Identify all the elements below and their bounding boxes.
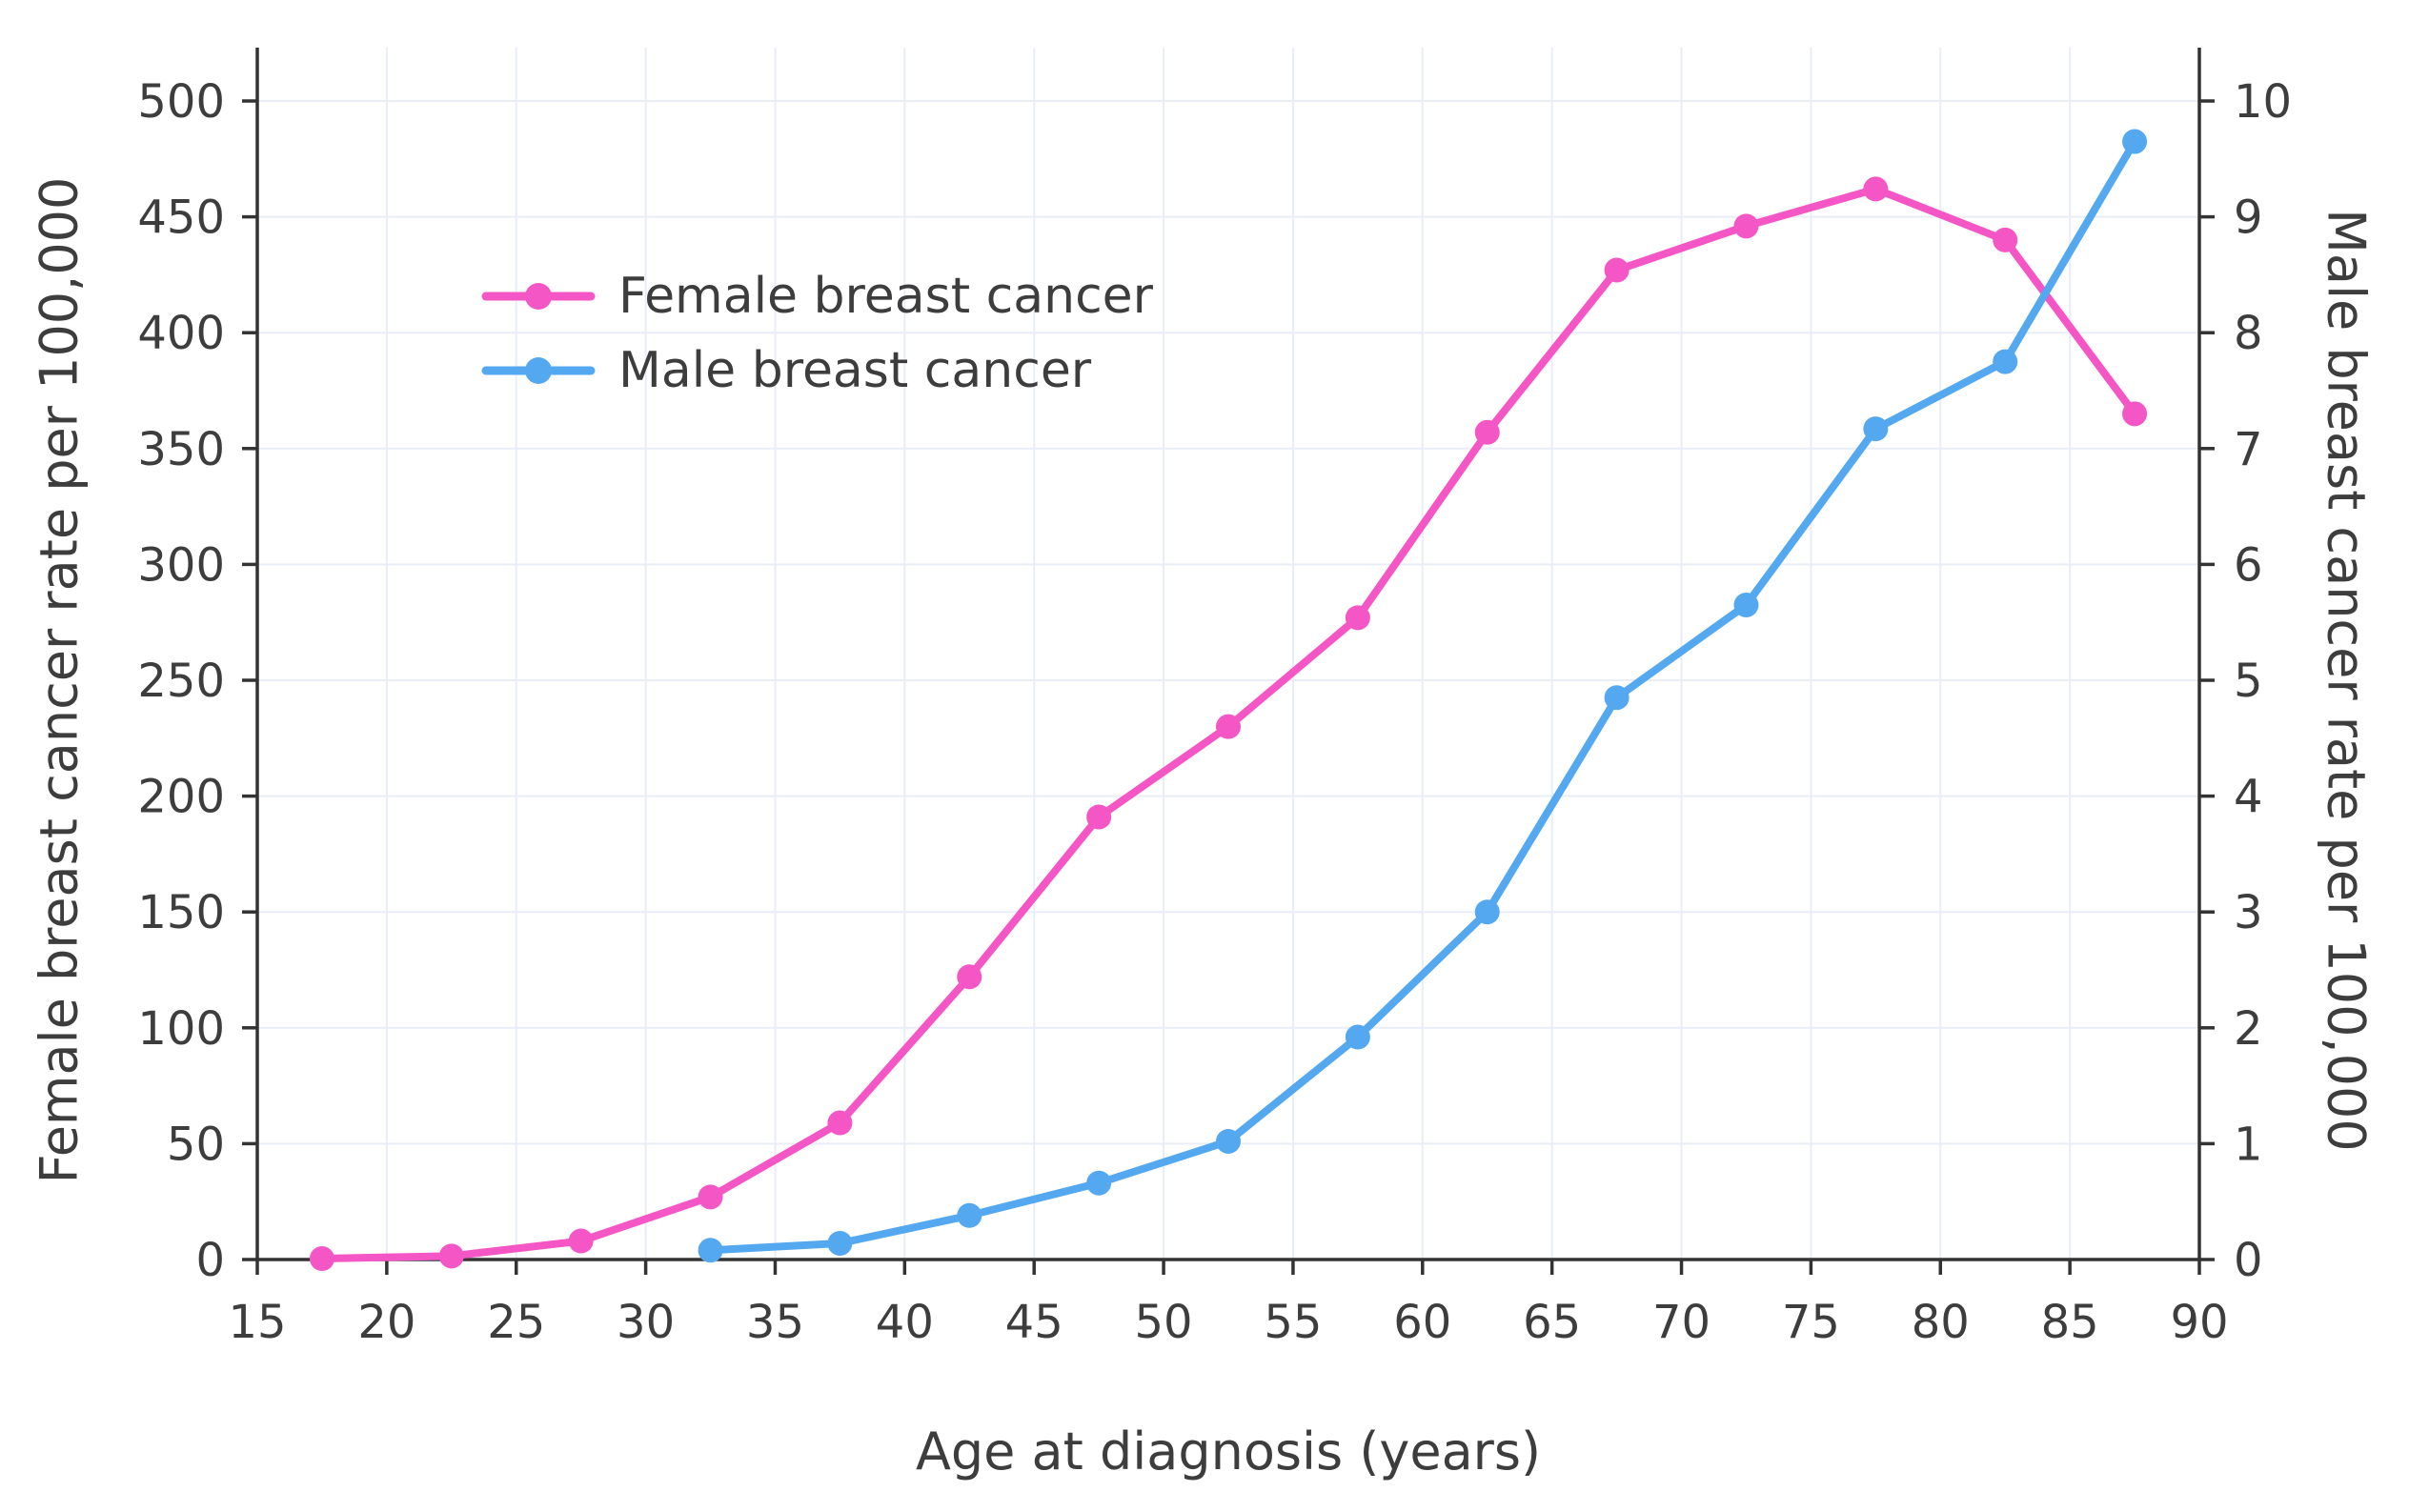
data-point bbox=[1474, 419, 1500, 445]
y-right-tick-label: 8 bbox=[2234, 307, 2263, 360]
data-point bbox=[827, 1230, 853, 1256]
y-left-tick-label: 100 bbox=[137, 1002, 225, 1056]
data-point bbox=[1733, 592, 1759, 617]
y-right-tick-label: 7 bbox=[2234, 423, 2263, 476]
data-point bbox=[1604, 257, 1630, 283]
y-left-tick-label: 500 bbox=[137, 75, 225, 129]
data-point bbox=[568, 1228, 594, 1254]
legend-item-male: Male breast cancer bbox=[481, 333, 1153, 408]
y-left-tick-label: 250 bbox=[137, 655, 225, 708]
legend-marker-male bbox=[481, 357, 596, 384]
x-tick-label: 85 bbox=[2041, 1296, 2099, 1349]
data-point bbox=[1733, 213, 1759, 239]
legend-marker-female bbox=[481, 283, 596, 310]
x-tick-label: 20 bbox=[357, 1296, 415, 1349]
y-right-tick-label: 2 bbox=[2234, 1002, 2263, 1056]
y-left-tick-label: 450 bbox=[137, 192, 225, 245]
y-right-tick-label: 1 bbox=[2234, 1118, 2263, 1171]
y-right-tick-label: 0 bbox=[2234, 1234, 2263, 1287]
legend: Female breast cancer Male breast cancer bbox=[481, 259, 1153, 408]
y-left-tick-label: 300 bbox=[137, 538, 225, 592]
x-tick-label: 60 bbox=[1393, 1296, 1451, 1349]
data-point bbox=[2122, 401, 2148, 427]
x-tick-label: 15 bbox=[228, 1296, 286, 1349]
data-point bbox=[1863, 416, 1889, 442]
tick-labels: 15 20 25 30 35 40 45 50 55 60 65 70 75 80 85 9005010015… bbox=[137, 75, 2292, 1349]
data-point bbox=[957, 964, 982, 990]
x-tick-label: 30 bbox=[617, 1296, 675, 1349]
data-point bbox=[309, 1246, 334, 1272]
x-tick-label: 70 bbox=[1652, 1296, 1711, 1349]
axes bbox=[242, 48, 2215, 1275]
legend-label-female: Female breast cancer bbox=[618, 268, 1154, 325]
y-right-tick-label: 5 bbox=[2234, 655, 2263, 708]
x-axis-title: Age at diagnosis (years) bbox=[915, 1421, 1542, 1482]
data-point bbox=[1216, 1128, 1241, 1154]
data-point bbox=[1993, 349, 2018, 374]
data-point bbox=[1216, 714, 1241, 739]
y-left-tick-label: 50 bbox=[167, 1118, 225, 1171]
y-right-tick-label: 9 bbox=[2234, 192, 2263, 245]
data-point bbox=[1474, 899, 1500, 925]
legend-item-female: Female breast cancer bbox=[481, 259, 1153, 333]
x-tick-label: 75 bbox=[1782, 1296, 1840, 1349]
data-point bbox=[698, 1184, 723, 1210]
x-tick-label: 55 bbox=[1264, 1296, 1322, 1349]
y-right-tick-label: 10 bbox=[2234, 75, 2292, 129]
y-left-tick-label: 0 bbox=[195, 1234, 225, 1287]
y-right-tick-label: 4 bbox=[2234, 771, 2263, 824]
data-point bbox=[1086, 804, 1112, 830]
legend-label-male: Male breast cancer bbox=[618, 342, 1092, 399]
series-male bbox=[698, 129, 2148, 1263]
x-tick-label: 80 bbox=[1912, 1296, 1970, 1349]
y-left-tick-label: 350 bbox=[137, 423, 225, 476]
y-axis-title-left: Female breast cancer rate per 100,000 bbox=[29, 176, 90, 1184]
data-point bbox=[1604, 685, 1630, 711]
data-point bbox=[2122, 129, 2148, 154]
x-tick-label: 50 bbox=[1135, 1296, 1193, 1349]
x-tick-label: 40 bbox=[876, 1296, 934, 1349]
y-right-tick-label: 6 bbox=[2234, 538, 2263, 592]
data-point bbox=[827, 1110, 853, 1136]
data-point bbox=[698, 1238, 723, 1263]
gridlines bbox=[256, 48, 2200, 1260]
data-point bbox=[1863, 176, 1889, 202]
data-point bbox=[1345, 1024, 1370, 1050]
x-tick-label: 25 bbox=[487, 1296, 545, 1349]
y-left-tick-label: 150 bbox=[137, 886, 225, 939]
y-right-tick-label: 3 bbox=[2234, 886, 2263, 939]
y-left-tick-label: 200 bbox=[137, 771, 225, 824]
data-point bbox=[1993, 227, 2018, 252]
data-point bbox=[438, 1243, 464, 1269]
y-axis-title-right: Male breast cancer rate per 100,000 bbox=[2316, 209, 2377, 1152]
x-tick-label: 35 bbox=[746, 1296, 804, 1349]
data-point bbox=[1345, 605, 1370, 631]
data-point bbox=[957, 1202, 982, 1228]
series-female bbox=[309, 176, 2148, 1272]
x-tick-label: 65 bbox=[1523, 1296, 1581, 1349]
y-left-tick-label: 400 bbox=[137, 307, 225, 360]
data-point bbox=[1086, 1170, 1112, 1196]
x-tick-label: 90 bbox=[2170, 1296, 2228, 1349]
x-tick-label: 45 bbox=[1005, 1296, 1063, 1349]
